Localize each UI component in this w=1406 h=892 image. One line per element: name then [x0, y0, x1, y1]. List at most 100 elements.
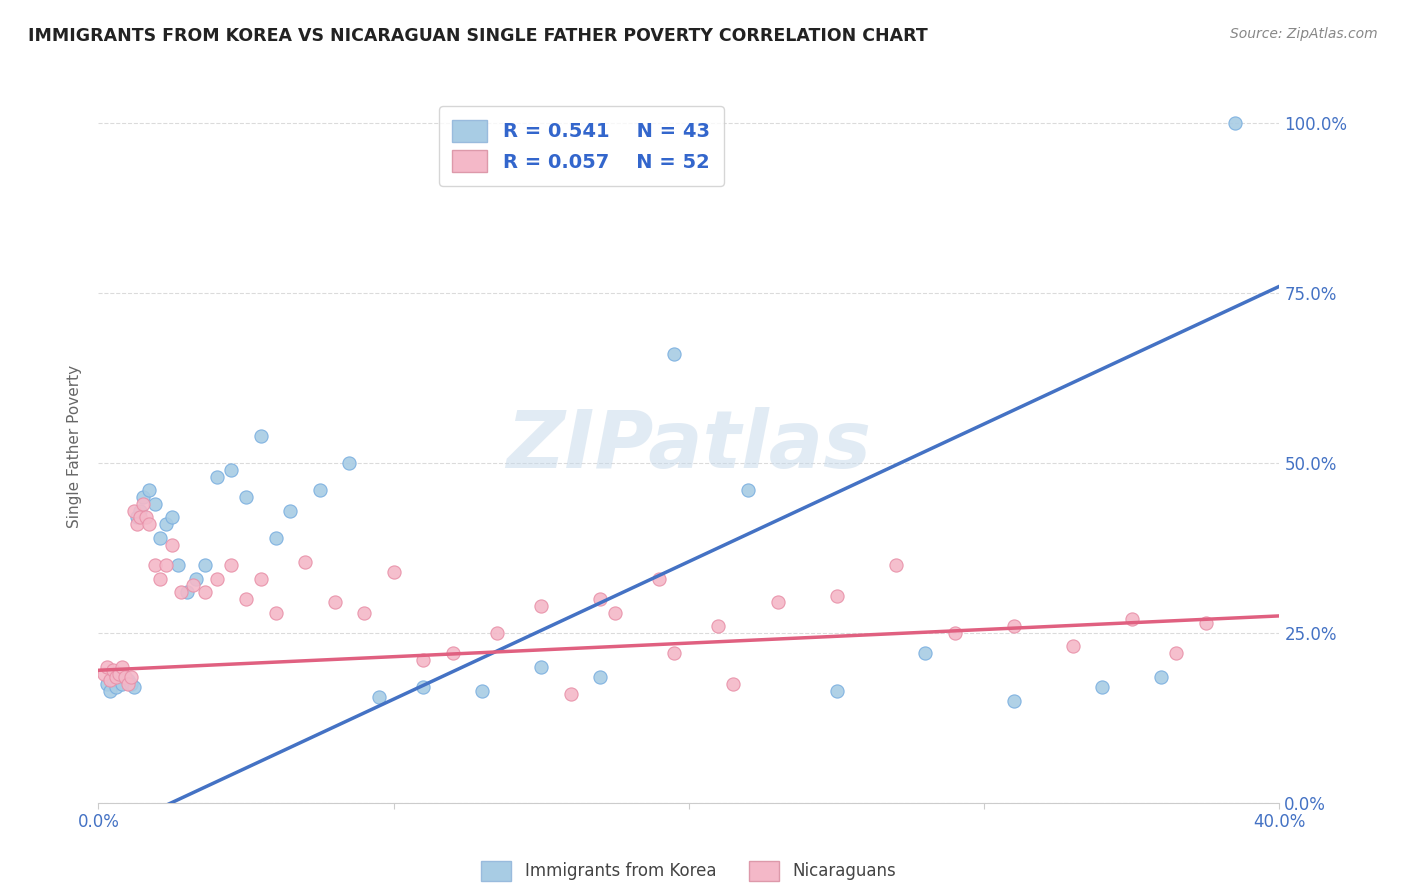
- Point: [264, 606, 287, 620]
- Point: [105, 680, 128, 694]
- Point: [1150, 670, 1173, 684]
- Point: [103, 663, 125, 677]
- Point: [120, 677, 142, 691]
- Point: [589, 591, 612, 606]
- Point: [323, 595, 346, 609]
- Point: [412, 653, 434, 667]
- Point: [108, 670, 131, 684]
- Point: [1121, 612, 1143, 626]
- Text: IMMIGRANTS FROM KOREA VS NICARAGUAN SINGLE FATHER POVERTY CORRELATION CHART: IMMIGRANTS FROM KOREA VS NICARAGUAN SING…: [28, 27, 928, 45]
- Point: [1195, 615, 1218, 630]
- Point: [149, 531, 172, 545]
- Point: [648, 572, 671, 586]
- Point: [1091, 680, 1114, 694]
- Point: [181, 578, 204, 592]
- Point: [1002, 694, 1025, 708]
- Point: [1002, 619, 1025, 633]
- Point: [155, 517, 177, 532]
- Point: [219, 558, 242, 572]
- Point: [96, 677, 118, 691]
- Text: Source: ZipAtlas.com: Source: ZipAtlas.com: [1230, 27, 1378, 41]
- Point: [664, 347, 686, 361]
- Point: [184, 572, 207, 586]
- Point: [128, 510, 150, 524]
- Point: [825, 683, 848, 698]
- Point: [471, 683, 494, 698]
- Point: [117, 673, 139, 688]
- Point: [122, 503, 145, 517]
- Point: [250, 429, 273, 443]
- Point: [114, 670, 136, 684]
- Point: [382, 565, 405, 579]
- Point: [132, 490, 155, 504]
- Point: [737, 483, 759, 498]
- Point: [943, 626, 966, 640]
- Point: [162, 537, 183, 551]
- Point: [125, 510, 148, 524]
- Point: [111, 677, 134, 691]
- Point: [605, 606, 627, 620]
- Point: [250, 572, 273, 586]
- Point: [117, 677, 139, 691]
- Point: [138, 483, 160, 498]
- Point: [138, 517, 160, 532]
- Legend: Immigrants from Korea, Nicaraguans: Immigrants from Korea, Nicaraguans: [475, 855, 903, 888]
- Point: [1164, 646, 1187, 660]
- Point: [235, 490, 257, 504]
- Point: [486, 626, 509, 640]
- Point: [353, 606, 375, 620]
- Point: [170, 585, 193, 599]
- Point: [368, 690, 391, 705]
- Point: [120, 670, 142, 684]
- Point: [194, 585, 217, 599]
- Point: [825, 589, 848, 603]
- Point: [162, 510, 183, 524]
- Point: [914, 646, 936, 660]
- Point: [412, 680, 434, 694]
- Point: [155, 558, 177, 572]
- Point: [294, 555, 316, 569]
- Point: [219, 463, 242, 477]
- Point: [108, 666, 131, 681]
- Point: [96, 660, 118, 674]
- Point: [98, 683, 121, 698]
- Point: [235, 591, 257, 606]
- Point: [1223, 116, 1246, 130]
- Point: [103, 673, 125, 688]
- Point: [707, 619, 730, 633]
- Point: [339, 456, 360, 470]
- Point: [128, 503, 150, 517]
- Point: [105, 670, 128, 684]
- Point: [309, 483, 332, 498]
- Point: [530, 599, 553, 613]
- Point: [132, 497, 155, 511]
- Text: ZIPatlas: ZIPatlas: [506, 407, 872, 485]
- Point: [530, 660, 553, 674]
- Point: [441, 646, 464, 660]
- Point: [143, 558, 166, 572]
- Point: [264, 531, 287, 545]
- Point: [194, 558, 217, 572]
- Point: [884, 558, 907, 572]
- Point: [205, 572, 228, 586]
- Point: [1062, 640, 1084, 654]
- Point: [149, 572, 172, 586]
- Point: [766, 595, 789, 609]
- Point: [143, 497, 166, 511]
- Point: [167, 558, 190, 572]
- Point: [723, 677, 745, 691]
- Point: [278, 503, 302, 517]
- Point: [589, 670, 612, 684]
- Point: [114, 670, 136, 684]
- Point: [176, 585, 198, 599]
- Point: [135, 510, 157, 524]
- Point: [664, 646, 686, 660]
- Point: [93, 666, 115, 681]
- Point: [98, 673, 121, 688]
- Point: [125, 517, 148, 532]
- Y-axis label: Single Father Poverty: Single Father Poverty: [67, 365, 83, 527]
- Point: [111, 660, 134, 674]
- Point: [205, 469, 228, 483]
- Point: [122, 680, 145, 694]
- Point: [560, 687, 582, 701]
